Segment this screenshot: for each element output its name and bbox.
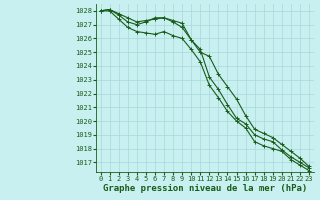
X-axis label: Graphe pression niveau de la mer (hPa): Graphe pression niveau de la mer (hPa) [103,184,307,193]
